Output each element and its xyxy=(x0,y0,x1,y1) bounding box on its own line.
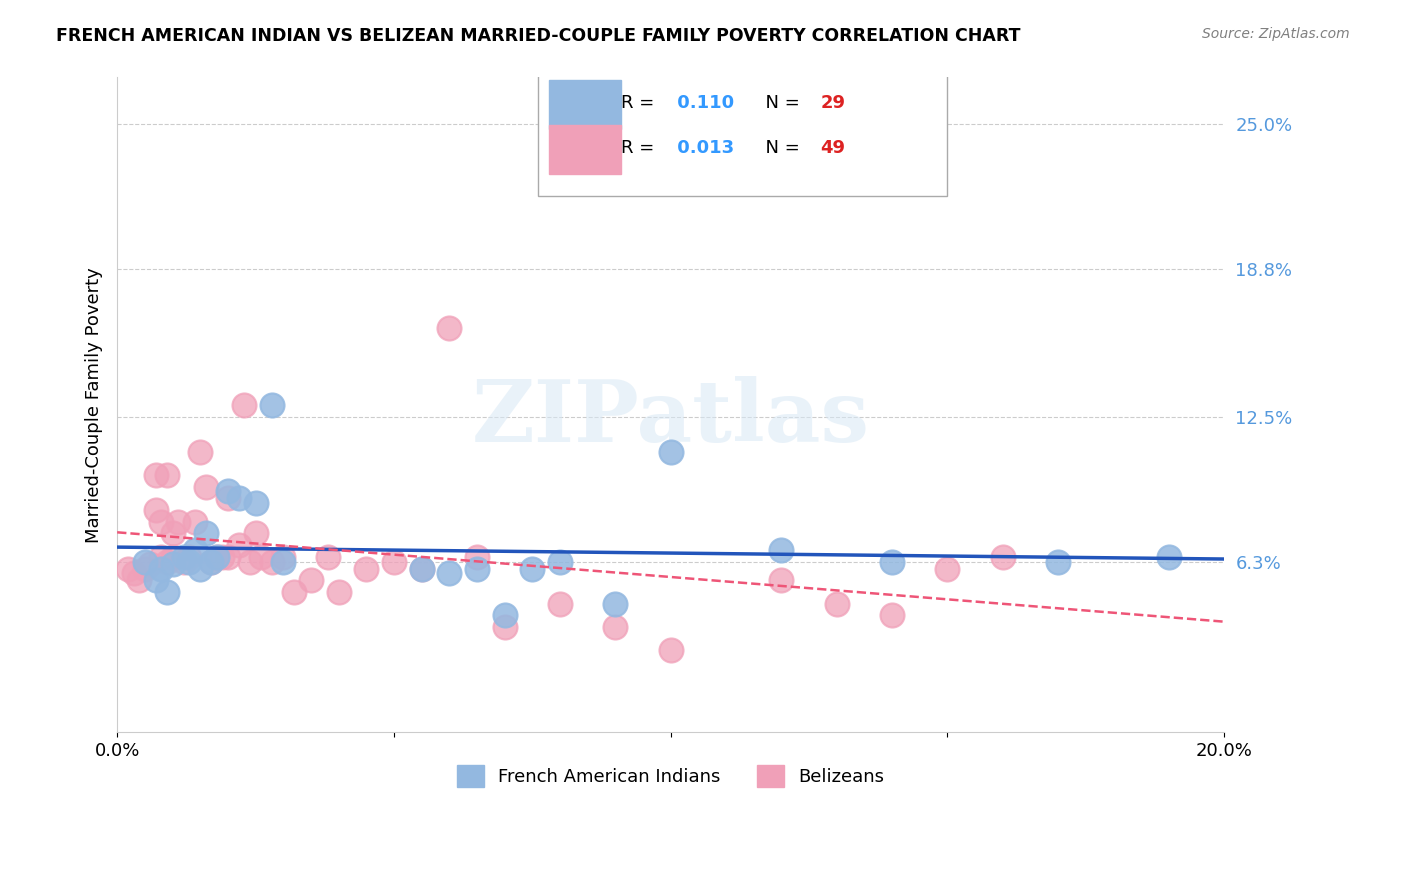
Point xyxy=(316,549,339,564)
Point xyxy=(134,561,156,575)
Text: R =: R = xyxy=(621,94,659,112)
Point xyxy=(936,561,959,575)
Point xyxy=(205,549,228,564)
Point xyxy=(411,561,433,575)
Point xyxy=(659,444,682,458)
Point xyxy=(128,573,150,587)
Point xyxy=(217,484,239,499)
Point xyxy=(382,555,405,569)
Point xyxy=(194,480,217,494)
Text: ZIPatlas: ZIPatlas xyxy=(471,376,870,460)
Text: 0.013: 0.013 xyxy=(671,138,734,156)
Point xyxy=(439,320,461,334)
Point xyxy=(271,555,294,569)
Text: 49: 49 xyxy=(820,138,845,156)
Point xyxy=(150,549,173,564)
Point xyxy=(825,597,848,611)
Point xyxy=(299,573,322,587)
Point xyxy=(548,597,571,611)
Point xyxy=(770,542,793,557)
Point xyxy=(217,491,239,506)
Point xyxy=(145,573,167,587)
Point xyxy=(179,549,201,564)
Point xyxy=(156,585,179,599)
Point xyxy=(328,585,350,599)
Text: N =: N = xyxy=(754,94,806,112)
Point xyxy=(117,561,139,575)
Point xyxy=(173,549,195,564)
Point xyxy=(245,496,267,510)
Point xyxy=(167,515,190,529)
Point xyxy=(250,549,273,564)
Point xyxy=(150,515,173,529)
Point xyxy=(162,526,184,541)
FancyBboxPatch shape xyxy=(538,68,948,196)
Text: FRENCH AMERICAN INDIAN VS BELIZEAN MARRIED-COUPLE FAMILY POVERTY CORRELATION CHA: FRENCH AMERICAN INDIAN VS BELIZEAN MARRI… xyxy=(56,27,1021,45)
Point xyxy=(770,573,793,587)
Point xyxy=(233,398,256,412)
Point xyxy=(150,561,173,575)
Point xyxy=(145,468,167,483)
Point xyxy=(183,542,205,557)
Point xyxy=(139,557,162,571)
Point xyxy=(283,585,305,599)
Point xyxy=(156,555,179,569)
Point xyxy=(494,620,516,634)
Point xyxy=(188,444,211,458)
Point xyxy=(162,549,184,564)
Point xyxy=(882,608,904,623)
Y-axis label: Married-Couple Family Poverty: Married-Couple Family Poverty xyxy=(86,267,103,542)
Point xyxy=(205,549,228,564)
Point xyxy=(991,549,1014,564)
Text: N =: N = xyxy=(754,138,806,156)
Point xyxy=(494,608,516,623)
Point xyxy=(217,549,239,564)
Point xyxy=(239,555,262,569)
Point xyxy=(465,549,488,564)
Point xyxy=(1047,555,1070,569)
Point xyxy=(194,526,217,541)
Point xyxy=(145,503,167,517)
Point xyxy=(173,555,195,569)
Point xyxy=(605,620,627,634)
Point xyxy=(605,597,627,611)
Point xyxy=(1157,549,1180,564)
Point xyxy=(271,549,294,564)
Text: 29: 29 xyxy=(820,94,845,112)
Point xyxy=(465,561,488,575)
Point xyxy=(183,515,205,529)
Point xyxy=(200,555,222,569)
Point xyxy=(228,538,250,552)
FancyBboxPatch shape xyxy=(548,80,621,129)
Point xyxy=(548,555,571,569)
Point xyxy=(522,561,544,575)
FancyBboxPatch shape xyxy=(548,125,621,174)
Point xyxy=(200,555,222,569)
Point xyxy=(262,555,284,569)
Text: R =: R = xyxy=(621,138,659,156)
Text: Source: ZipAtlas.com: Source: ZipAtlas.com xyxy=(1202,27,1350,41)
Point xyxy=(228,491,250,506)
Point xyxy=(156,468,179,483)
Point xyxy=(211,549,233,564)
Point xyxy=(245,526,267,541)
Point xyxy=(659,643,682,657)
Legend: French American Indians, Belizeans: French American Indians, Belizeans xyxy=(443,751,898,802)
Point xyxy=(882,555,904,569)
Point xyxy=(134,555,156,569)
Point xyxy=(356,561,378,575)
Point xyxy=(122,566,145,581)
Point xyxy=(188,561,211,575)
Point xyxy=(262,398,284,412)
Point xyxy=(162,557,184,571)
Point xyxy=(439,566,461,581)
Text: 0.110: 0.110 xyxy=(671,94,734,112)
Point xyxy=(179,555,201,569)
Point xyxy=(411,561,433,575)
